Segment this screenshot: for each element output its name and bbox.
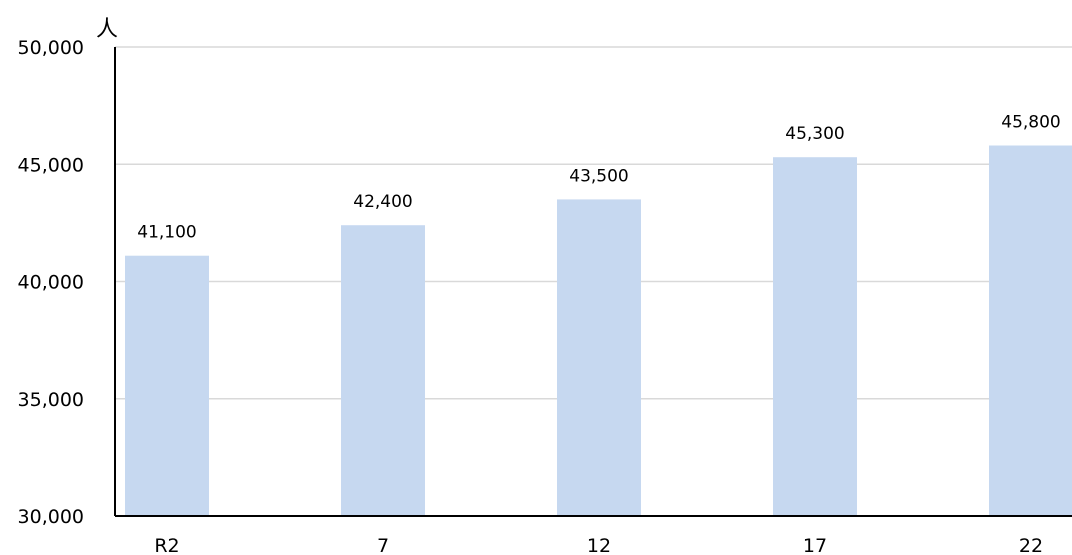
bar [773, 157, 857, 516]
x-tick-label: R2 [154, 535, 179, 555]
x-tick-label: 7 [377, 535, 389, 555]
y-axis-ticks: 30,000 35,000 40,000 45,000 50,000 [18, 37, 84, 528]
y-tick-label: 35,000 [18, 389, 84, 411]
data-label: 42,400 [353, 192, 412, 212]
x-tick-label: 17 [803, 535, 827, 555]
x-tick-label: 22 [1019, 535, 1043, 555]
data-label: 41,100 [137, 223, 196, 243]
y-tick-label: 30,000 [18, 506, 84, 528]
y-tick-label: 50,000 [18, 37, 84, 59]
x-tick-label: 12 [587, 535, 611, 555]
bar [125, 255, 209, 516]
x-axis-ticks: R2 7 12 17 22 [154, 535, 1043, 555]
data-labels: 41,100 42,400 43,500 45,300 45,800 [137, 112, 1060, 242]
bar [341, 225, 425, 516]
y-tick-label: 40,000 [18, 272, 84, 294]
y-axis-unit-label: 人 [96, 17, 118, 42]
data-label: 45,300 [785, 124, 844, 144]
bars [125, 145, 1072, 517]
bar [989, 145, 1072, 517]
bar [557, 199, 641, 517]
data-label: 43,500 [569, 166, 628, 186]
y-tick-label: 45,000 [18, 154, 84, 176]
data-label: 45,800 [1001, 112, 1060, 132]
